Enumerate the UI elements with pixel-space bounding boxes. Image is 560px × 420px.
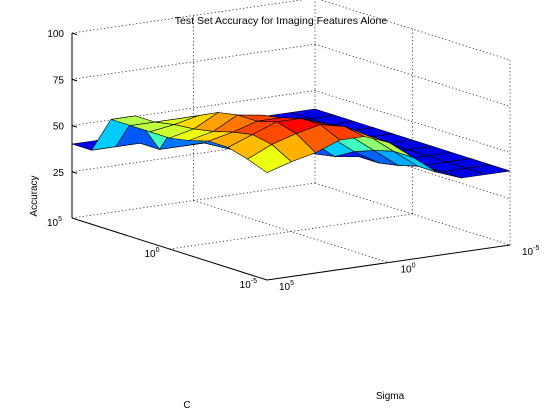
z-tick-label: 25 <box>53 168 65 179</box>
c-tick-label: 105 <box>47 216 62 229</box>
z-grid-line-left-wall <box>71 0 304 34</box>
surface-patch <box>246 144 292 174</box>
sigma-tick-label: 10-5 <box>522 245 539 258</box>
z-grid-line-left-wall <box>71 90 316 126</box>
z-tick-mark <box>71 78 78 82</box>
z-grid-line-back-wall <box>314 43 511 107</box>
z-tick-mark <box>71 32 78 36</box>
z-tick-label: 100 <box>47 29 64 40</box>
sigma-tick-label: 100 <box>401 263 416 276</box>
z-tick-mark <box>71 171 78 174</box>
z-tick-mark <box>71 125 78 128</box>
z-grid-line-left-wall <box>71 136 316 173</box>
c-tick-label: 100 <box>144 247 159 260</box>
tick-labels: 25 50 75 100 105 100 10-5 105 100 10-5 <box>47 29 539 293</box>
z-axis-label: Accuracy <box>29 175 40 216</box>
x-axis-line <box>266 244 511 281</box>
z-grid-line-left-wall <box>71 43 316 80</box>
z-tick-label: 50 <box>53 122 65 133</box>
floor-grid-line-u <box>169 213 413 250</box>
z-tick-label: 75 <box>53 75 65 86</box>
sigma-tick-label: 105 <box>279 280 294 293</box>
surface-patches <box>71 108 511 179</box>
chart-title: Test Set Accuracy for Imaging Features A… <box>175 15 388 27</box>
x-axis-label: Sigma <box>376 391 405 402</box>
grid-lines <box>71 0 511 281</box>
c-tick-label: 10-5 <box>240 278 257 291</box>
y-axis-label: C <box>183 400 190 411</box>
y-axis-line <box>71 217 268 281</box>
